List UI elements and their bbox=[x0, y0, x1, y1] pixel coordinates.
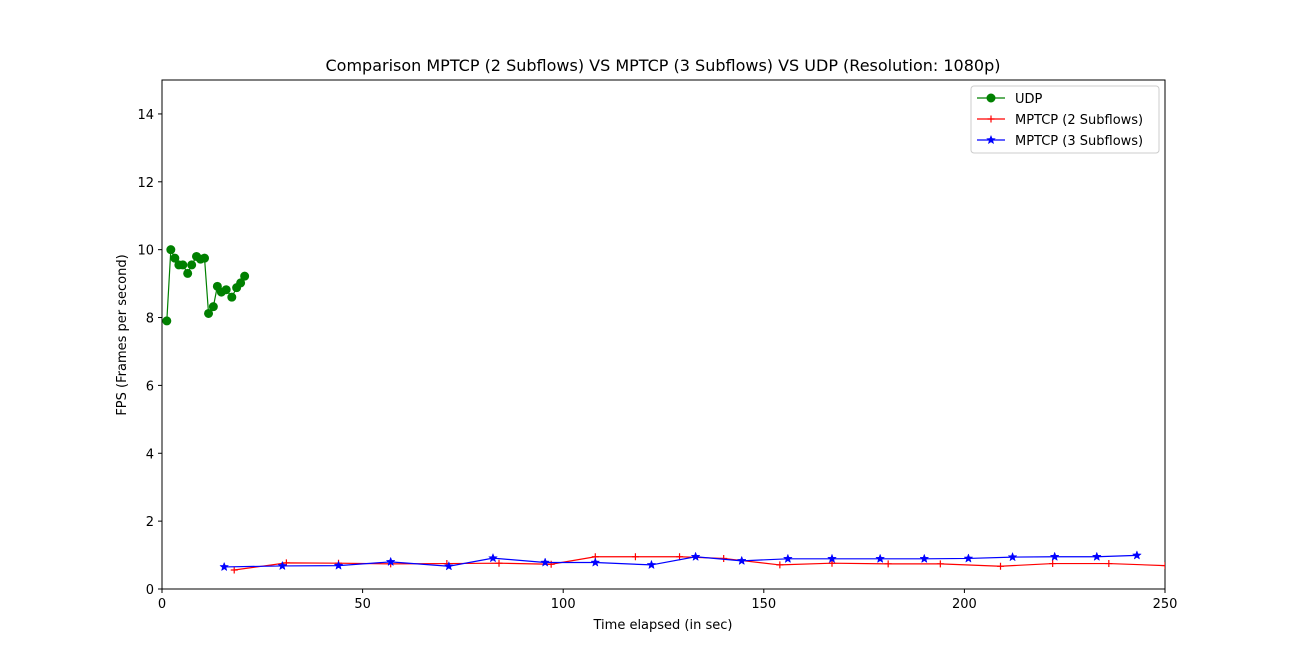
y-tick-label: 2 bbox=[146, 515, 154, 530]
y-axis-label: FPS (Frames per second) bbox=[115, 254, 130, 415]
data-point bbox=[282, 559, 290, 567]
x-axis-label: Time elapsed (in sec) bbox=[593, 618, 733, 633]
data-point bbox=[690, 551, 701, 561]
data-point bbox=[963, 553, 974, 563]
data-point bbox=[776, 561, 784, 569]
data-point bbox=[162, 316, 172, 326]
x-tick-label: 200 bbox=[952, 597, 977, 612]
y-tick-label: 10 bbox=[137, 244, 154, 259]
series-1 bbox=[162, 245, 250, 326]
x-tick-label: 0 bbox=[158, 597, 166, 612]
legend-item: MPTCP (2 Subflows) bbox=[977, 113, 1143, 128]
x-tick-label: 50 bbox=[354, 597, 371, 612]
data-point bbox=[204, 308, 214, 318]
legend-box bbox=[970, 85, 1160, 154]
data-point bbox=[178, 260, 188, 270]
data-point bbox=[1091, 551, 1102, 561]
x-tick-label: 150 bbox=[751, 597, 776, 612]
data-point bbox=[827, 553, 837, 564]
series-3 bbox=[219, 550, 1142, 572]
data-point bbox=[443, 561, 454, 571]
data-point bbox=[488, 552, 498, 563]
legend-marker bbox=[987, 115, 995, 123]
data-point bbox=[333, 560, 344, 570]
data-point bbox=[919, 553, 930, 564]
y-tick-label: 12 bbox=[137, 176, 154, 191]
axis-ticks: 0 50 100 150 200 250 0 2 4 6 8 10 12 14 bbox=[137, 108, 1177, 612]
data-point bbox=[230, 566, 238, 574]
data-point bbox=[277, 560, 288, 571]
y-tick-label: 4 bbox=[146, 447, 154, 462]
data-point bbox=[227, 292, 237, 302]
data-point bbox=[1105, 560, 1113, 568]
legend-marker bbox=[986, 134, 996, 145]
y-tick-label: 0 bbox=[146, 583, 154, 598]
legend-marker bbox=[986, 93, 996, 103]
data-point bbox=[495, 559, 503, 567]
legend-label: MPTCP (2 Subflows) bbox=[1015, 113, 1143, 128]
data-point bbox=[208, 302, 218, 312]
legend-item: UDP bbox=[977, 92, 1043, 107]
data-point bbox=[1007, 551, 1018, 562]
data-point bbox=[219, 561, 230, 572]
data-point bbox=[236, 278, 246, 288]
data-point bbox=[646, 559, 657, 570]
legend-label: UDP bbox=[1015, 92, 1043, 107]
data-point bbox=[1161, 562, 1165, 570]
series-group bbox=[162, 245, 1165, 574]
data-point bbox=[547, 560, 555, 568]
y-tick-label: 14 bbox=[137, 108, 154, 123]
data-point bbox=[187, 260, 197, 270]
data-point bbox=[936, 560, 944, 568]
data-point bbox=[736, 555, 747, 566]
data-point bbox=[997, 562, 1005, 570]
data-point bbox=[540, 557, 551, 567]
y-tick-label: 8 bbox=[146, 312, 154, 327]
data-point bbox=[200, 253, 210, 263]
data-point bbox=[875, 553, 886, 564]
data-point bbox=[221, 285, 231, 295]
data-point bbox=[385, 556, 396, 567]
legend-label: MPTCP (3 Subflows) bbox=[1015, 134, 1143, 149]
data-point bbox=[166, 245, 176, 255]
legend: UDP MPTCP (2 Subflows) MPTCP (3 Subflows) bbox=[970, 85, 1160, 154]
x-tick-label: 100 bbox=[551, 597, 576, 612]
legend-item: MPTCP (3 Subflows) bbox=[977, 134, 1143, 149]
x-tick-label: 250 bbox=[1153, 597, 1178, 612]
data-point bbox=[631, 553, 639, 561]
plot-area bbox=[161, 79, 1166, 590]
data-point bbox=[676, 553, 684, 561]
data-point bbox=[240, 271, 250, 281]
y-tick-label: 6 bbox=[146, 379, 154, 394]
chart-title: Comparison MPTCP (2 Subflows) VS MPTCP (… bbox=[325, 56, 1000, 75]
data-point bbox=[1049, 560, 1057, 568]
data-point bbox=[183, 268, 193, 278]
data-point bbox=[782, 553, 793, 564]
plot-frame bbox=[161, 79, 1166, 590]
data-point bbox=[590, 557, 601, 567]
data-point bbox=[1131, 550, 1142, 560]
data-point bbox=[1049, 551, 1060, 561]
series-line bbox=[224, 554, 1137, 568]
data-point bbox=[884, 560, 892, 568]
data-point bbox=[170, 253, 180, 263]
